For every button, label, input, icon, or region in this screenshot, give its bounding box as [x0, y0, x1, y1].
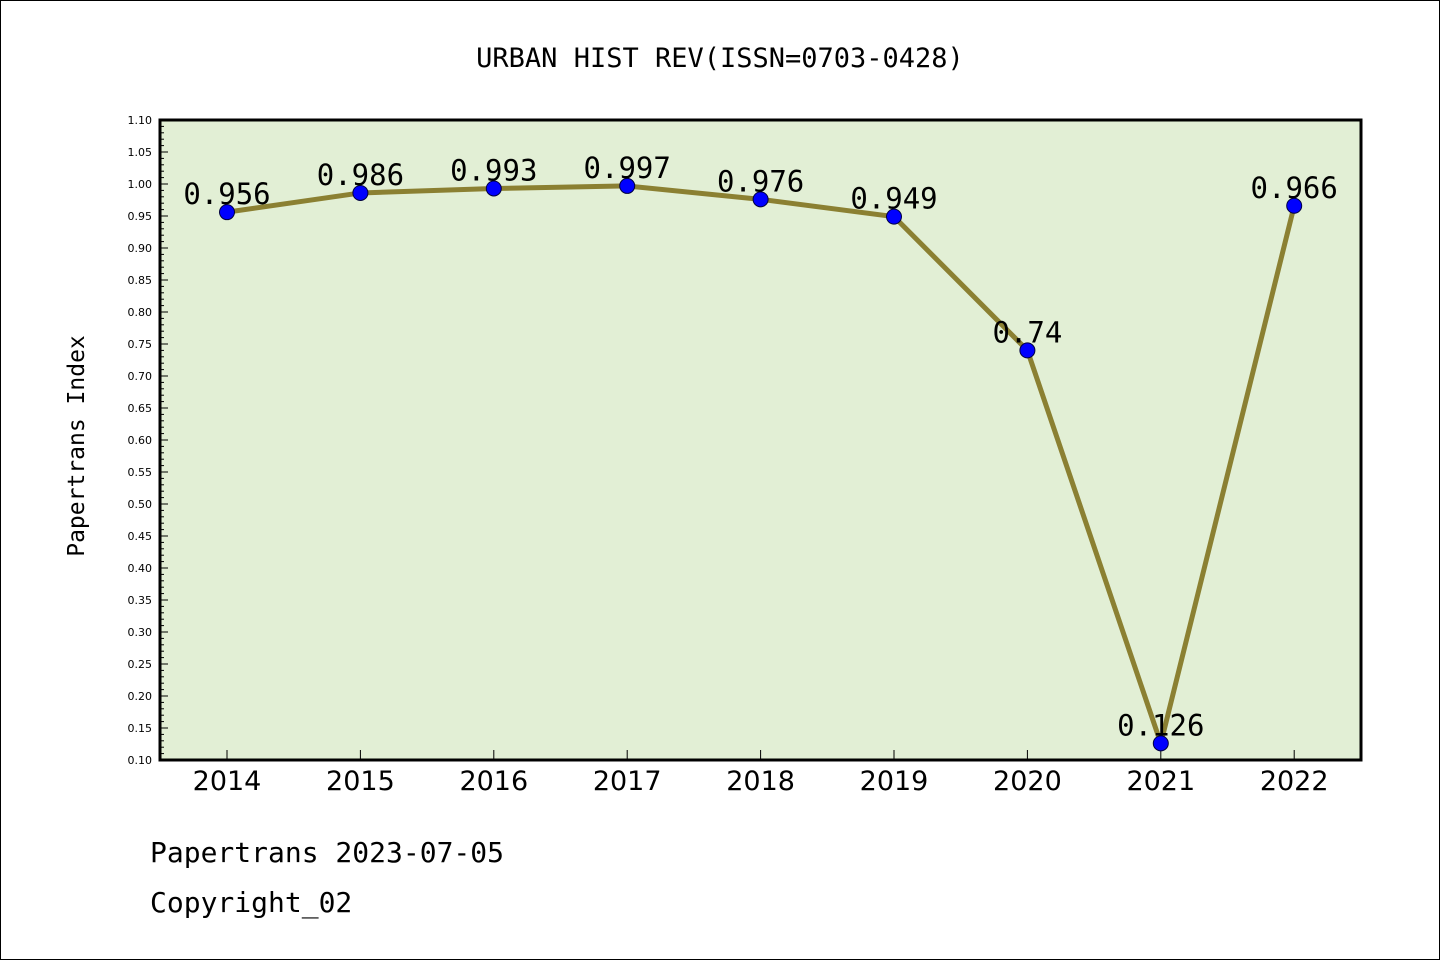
y-tick-label: 0.20 — [128, 690, 153, 703]
data-point — [219, 204, 235, 221]
y-tick-label: 0.75 — [128, 338, 153, 351]
data-point — [1019, 342, 1036, 359]
x-tick-label: 2016 — [459, 766, 528, 797]
y-tick-label: 0.45 — [128, 530, 153, 543]
plot-area — [160, 120, 1361, 760]
x-tick-label: 2017 — [593, 766, 662, 797]
y-tick-label: 0.35 — [128, 594, 153, 607]
data-label: 0.956 — [183, 177, 270, 211]
y-tick-label: 0.30 — [128, 626, 153, 639]
data-point — [352, 184, 369, 201]
data-label: 0.74 — [992, 315, 1062, 349]
footer-date-line: Papertrans 2023-07-05 — [150, 836, 505, 869]
x-tick-label: 2014 — [193, 766, 262, 797]
y-axis: 0.10 0.15 0.20 0.25 0.30 0.35 0.40 0.45 0.50 0.55… — [128, 114, 168, 767]
y-tick-label: 0.55 — [128, 466, 153, 479]
y-tick-label: 0.40 — [128, 562, 153, 575]
data-label: 0.997 — [584, 151, 671, 185]
x-tick-label: 2018 — [726, 766, 795, 797]
data-series: 0.956 0.986 0.993 0.997 0.976 0.949 0.74 0.126 0… — [183, 151, 1338, 752]
y-tick-label: 0.85 — [128, 274, 153, 287]
data-point — [619, 177, 636, 194]
y-tick-label: 0.15 — [128, 722, 153, 735]
y-tick-label: 0.70 — [128, 370, 153, 383]
y-tick-label: 0.60 — [128, 434, 153, 447]
data-label: 0.949 — [850, 182, 937, 216]
y-tick-label: 0.65 — [128, 402, 153, 415]
x-tick-label: 2015 — [326, 766, 395, 797]
x-axis: 2014 2015 2016 2017 2018 2019 2020 2021 2022 — [193, 750, 1329, 797]
data-point — [886, 208, 902, 225]
y-tick-label: 0.50 — [128, 498, 153, 511]
y-axis-label: Papertrans Index — [64, 335, 90, 557]
data-label: 0.126 — [1117, 708, 1204, 742]
y-tick-label: 1.00 — [128, 178, 153, 191]
chart-title: URBAN HIST REV(ISSN=0703-0428) — [476, 43, 964, 74]
y-tick-label: 0.90 — [128, 242, 153, 255]
data-point — [1286, 197, 1303, 214]
data-point — [752, 191, 769, 208]
footer-copyright: Copyright_02 — [150, 886, 353, 919]
y-tick-label: 1.10 — [128, 114, 153, 127]
data-point — [1152, 735, 1169, 752]
x-tick-label: 2021 — [1126, 766, 1195, 797]
y-tick-label: 0.95 — [128, 210, 153, 223]
y-tick-label: 0.25 — [128, 658, 153, 671]
data-label: 0.986 — [317, 158, 404, 192]
y-tick-label: 0.80 — [128, 306, 153, 319]
x-tick-label: 2019 — [860, 766, 929, 797]
x-tick-label: 2022 — [1260, 766, 1329, 797]
data-label: 0.993 — [450, 153, 537, 187]
y-tick-label: 1.05 — [128, 146, 153, 159]
data-point — [485, 180, 502, 197]
data-label: 0.966 — [1251, 171, 1338, 205]
x-tick-label: 2020 — [993, 766, 1062, 797]
plot-border — [158, 118, 1363, 762]
y-tick-label: 0.10 — [128, 754, 153, 767]
data-label: 0.976 — [717, 164, 804, 198]
